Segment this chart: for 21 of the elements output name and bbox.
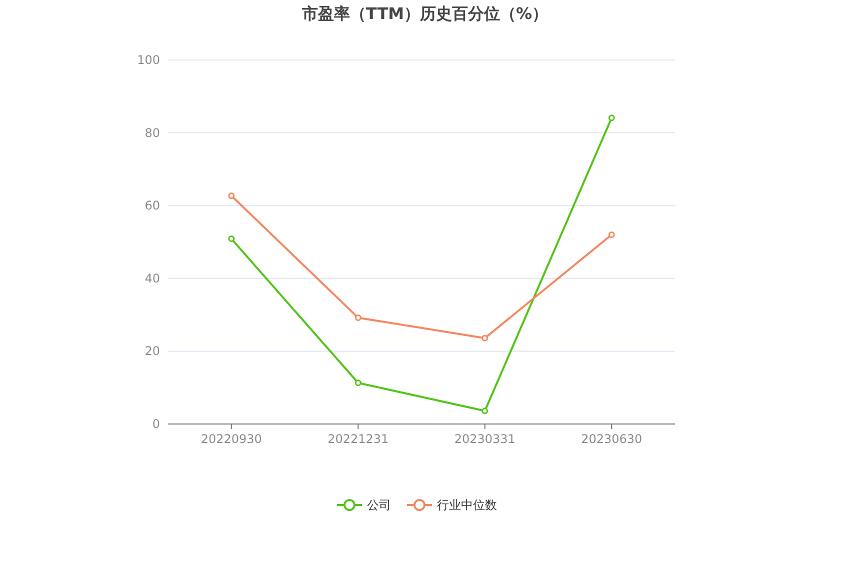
y-tick-label: 0 (152, 417, 160, 431)
x-tick-label: 20221231 (328, 432, 389, 446)
x-tick-label: 20220930 (200, 432, 262, 446)
point (228, 192, 235, 200)
point (482, 334, 488, 342)
point (354, 380, 362, 386)
point (482, 408, 488, 414)
point (608, 114, 615, 122)
point (228, 235, 235, 242)
x-tick-label: 20230630 (581, 432, 642, 446)
y-tick-label: 100 (137, 53, 160, 67)
y-tick-label: 20 (144, 344, 160, 358)
point (608, 231, 615, 238)
y-tick-label: 60 (144, 198, 160, 213)
y-tick-label: 40 (144, 271, 160, 286)
chart-title: 市盈率（TTM）历史百分位（%） (300, 4, 548, 23)
point (354, 314, 362, 321)
legend-label: 公司 (367, 498, 391, 512)
legend-label: 行业中位数 (437, 498, 497, 512)
x-tick-label: 20230331 (454, 432, 516, 446)
y-tick-label: 80 (144, 126, 160, 140)
